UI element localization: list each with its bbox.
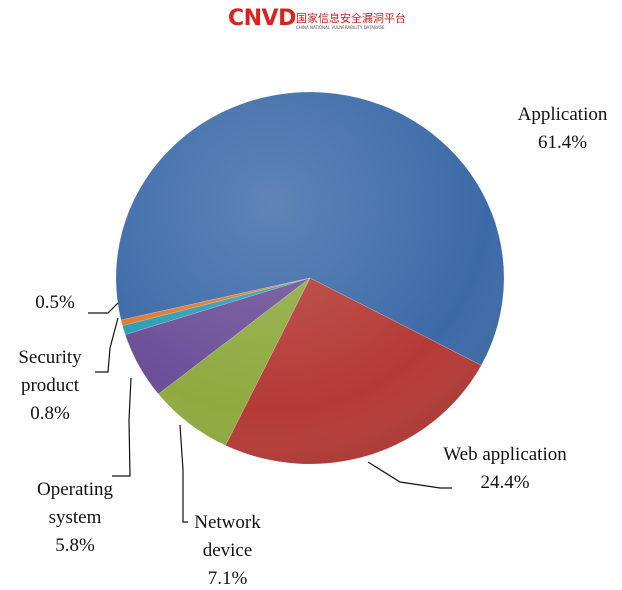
category-name: Application: [517, 104, 608, 125]
logo-subtitle: CHINA NATIONAL VULNERABILITY DATABASE: [296, 25, 385, 30]
leader-line: [112, 377, 132, 477]
category-name: Web application: [443, 444, 567, 465]
logo-name: 国家信息安全漏洞平台: [296, 12, 406, 25]
slice-label: Web application 24.4%: [440, 441, 570, 497]
slice-label: Application 61.4%: [505, 101, 620, 157]
leader-line: [367, 461, 452, 489]
value-label: 24.4%: [480, 472, 530, 493]
value-label: 0.5%: [35, 292, 75, 313]
leader-line: [179, 424, 188, 523]
slice-label: Security product 0.8%: [0, 344, 100, 428]
slice-label: Operating system 5.8%: [25, 476, 125, 560]
slice-label: 0.5%: [20, 289, 90, 317]
category-name: Security product: [18, 347, 82, 396]
value-label: 0.8%: [30, 403, 70, 424]
value-label: 61.4%: [537, 132, 588, 153]
value-label: 5.8%: [55, 535, 95, 556]
category-name: Operating system: [37, 479, 113, 528]
leader-line: [95, 317, 119, 373]
slice-label: Network device 7.1%: [180, 509, 275, 590]
logo-mark: CNVD: [228, 6, 296, 31]
leader-line: [88, 302, 119, 314]
value-label: 7.1%: [207, 568, 248, 589]
category-name: Network device: [194, 512, 261, 561]
